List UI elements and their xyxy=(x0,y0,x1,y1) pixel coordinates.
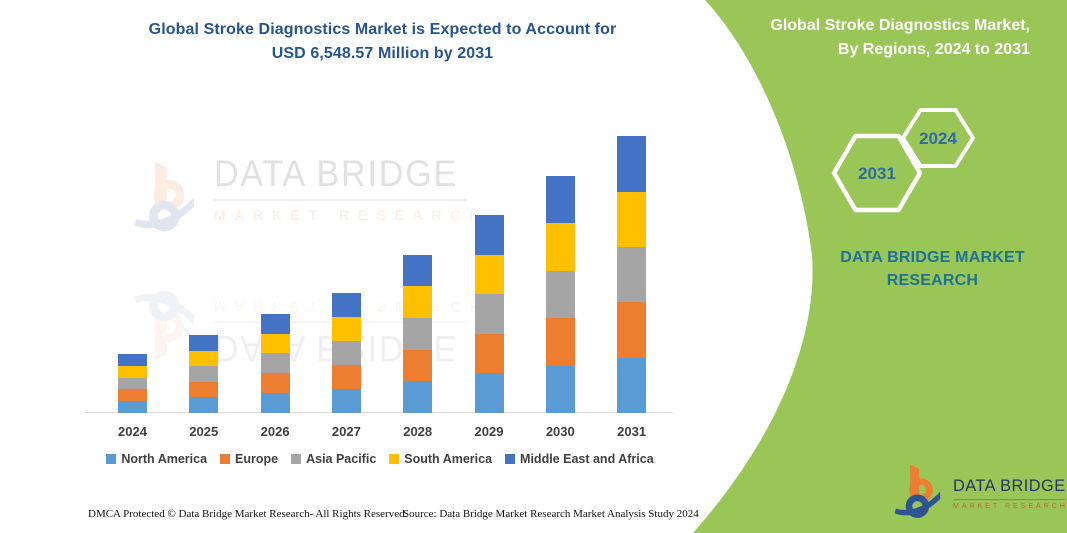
panel-title-line2: By Regions, 2024 to 2031 xyxy=(837,41,1030,58)
x-axis-label: 2031 xyxy=(617,424,647,439)
data-bridge-logo-icon xyxy=(894,464,941,518)
bar-segment xyxy=(331,340,361,365)
legend-item: Europe xyxy=(220,452,278,466)
page-title: Global Stroke Diagnostics Market is Expe… xyxy=(60,18,705,66)
bar-segment xyxy=(118,353,147,366)
dbmr-wordmark: DATA BRIDGE xyxy=(953,476,1066,500)
bar-segment xyxy=(545,175,575,224)
bar-segment xyxy=(474,214,504,255)
panel-title: Global Stroke Diagnostics Market, By Reg… xyxy=(710,14,1030,62)
footer-source: Source: Data Bridge Market Research Mark… xyxy=(403,508,699,520)
page-title-line2: USD 6,548.57 Million by 2031 xyxy=(271,45,494,62)
bar-segment xyxy=(617,357,647,413)
watermark-wordmark: DATA BRIDGE xyxy=(214,153,467,201)
legend-item: Middle East and Africa xyxy=(505,452,654,466)
bar-segment xyxy=(331,316,361,341)
hexagon-2031-label: 2031 xyxy=(858,164,896,183)
watermark-subtitle: MARKET RESEARCH xyxy=(214,207,489,223)
x-axis-label: 2027 xyxy=(331,424,361,439)
footer-copyright: DMCA Protected © Data Bridge Market Rese… xyxy=(88,508,408,520)
bar-segment xyxy=(474,333,504,374)
bar-2030 xyxy=(545,175,575,413)
brand-text-line2: RESEARCH xyxy=(886,272,979,289)
bar-segment xyxy=(331,364,361,389)
legend-label: North America xyxy=(121,452,208,466)
bar-segment xyxy=(403,381,433,413)
legend-swatch-icon xyxy=(291,454,302,464)
bar-segment xyxy=(617,302,647,358)
bar-segment xyxy=(617,247,647,303)
legend-label: Asia Pacific xyxy=(306,452,377,466)
x-axis-label: 2028 xyxy=(403,424,433,439)
data-bridge-logo-icon xyxy=(134,161,194,232)
legend-label: Middle East and Africa xyxy=(520,452,654,466)
bar-segment xyxy=(331,388,361,413)
legend-label: Europe xyxy=(235,452,279,466)
bar-segment xyxy=(118,377,147,390)
bar-segment xyxy=(189,366,219,382)
bar-segment xyxy=(545,270,575,319)
legend-swatch-icon xyxy=(389,454,400,464)
dbmr-subtitle: MARKET RESEARCH xyxy=(953,503,1067,510)
bar-2031 xyxy=(617,136,647,413)
legend-item: North America xyxy=(106,452,207,466)
bar-2027 xyxy=(331,292,361,413)
bar-segment xyxy=(189,334,219,351)
bar-segment xyxy=(545,223,575,271)
bar-segment xyxy=(474,373,504,413)
bar-2028 xyxy=(403,254,433,413)
x-axis-label: 2026 xyxy=(260,424,290,439)
bar-segment xyxy=(474,254,504,295)
bar-segment xyxy=(260,393,290,413)
bar-segment xyxy=(403,286,433,318)
brand-text-line1: DATA BRIDGE MARKET xyxy=(840,249,1025,266)
bar-2029 xyxy=(474,214,504,413)
bar-2024 xyxy=(118,353,147,413)
x-axis-line xyxy=(85,412,673,413)
legend-label: South America xyxy=(404,452,493,466)
panel-title-line1: Global Stroke Diagnostics Market, xyxy=(770,17,1030,34)
legend: North America Europe Asia Pacific South Ame… xyxy=(80,452,680,466)
bar-segment xyxy=(118,365,147,378)
bar-segment xyxy=(331,292,361,317)
legend-swatch-icon xyxy=(106,454,117,464)
bar-2026 xyxy=(260,313,290,413)
hexagon-years-graphic: 2031 2024 xyxy=(831,108,975,213)
bar-segment xyxy=(189,350,219,367)
bar-segment xyxy=(545,365,575,413)
watermark-logo: DATA BRIDGE MARKET RESEARCH xyxy=(130,133,480,265)
bar-segment xyxy=(403,254,433,287)
bar-segment xyxy=(260,333,290,354)
bar-segment xyxy=(617,136,647,192)
x-axis-label: 2030 xyxy=(545,424,575,439)
legend-item: Asia Pacific xyxy=(291,452,376,466)
legend-swatch-icon xyxy=(505,454,516,464)
legend-swatch-icon xyxy=(220,454,231,464)
bar-segment xyxy=(189,397,219,413)
page-title-line1: Global Stroke Diagnostics Market is Expe… xyxy=(148,21,617,38)
bar-segment xyxy=(260,313,290,334)
x-axis-label: 2024 xyxy=(118,424,147,439)
bar-segment xyxy=(474,294,504,334)
dbmr-logo: DATA BRIDGE MARKET RESEARCH xyxy=(891,462,1066,524)
x-axis-label: 2029 xyxy=(474,424,504,439)
bar-2025 xyxy=(189,334,219,413)
bar-segment xyxy=(617,191,647,248)
bar-segment xyxy=(545,318,575,366)
bar-segment xyxy=(118,389,147,402)
bar-segment xyxy=(403,349,433,382)
bar-segment xyxy=(189,381,219,398)
bar-segment xyxy=(403,317,433,350)
hexagon-2024-label: 2024 xyxy=(919,129,957,148)
legend-item: South America xyxy=(389,452,492,466)
bar-segment xyxy=(118,401,147,413)
bar-segment xyxy=(260,373,290,394)
brand-text: DATA BRIDGE MARKET RESEARCH xyxy=(830,246,1035,292)
bar-segment xyxy=(260,353,290,374)
x-axis-label: 2025 xyxy=(189,424,219,439)
